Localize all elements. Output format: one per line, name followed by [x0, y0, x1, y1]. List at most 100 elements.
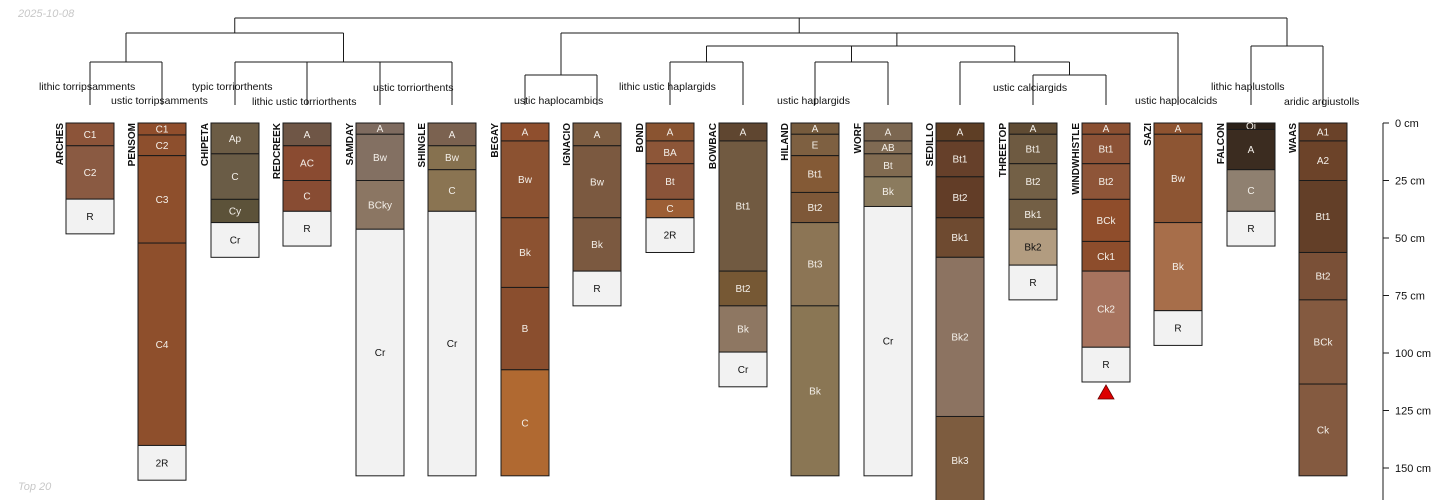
horizon-block [1226, 169, 1276, 212]
taxon-group-label: typic torriorthents [192, 81, 273, 93]
taxon-group-label: lithic torripsamments [39, 81, 135, 93]
horizon-label: 2R [156, 458, 169, 469]
horizon-block [1153, 222, 1203, 312]
soil-profile: A Bt1 Bt2 BCk Ck1 Ck2 R WINDWHISTLE [1071, 122, 1131, 383]
horizon-label: A [812, 124, 819, 135]
horizon-label: A [304, 130, 311, 141]
soil-profile: A Bt1 Bt2 Bk1 Bk2 R THREETOP [998, 122, 1058, 301]
horizon-label: A [1175, 124, 1182, 135]
horizon-label: R [1247, 224, 1254, 235]
profile-id-label: THREETOP [998, 123, 1009, 178]
horizon-block [210, 222, 260, 258]
horizon-block [65, 145, 115, 200]
date-stamp: 2025-10-08 [18, 8, 75, 20]
horizon-label: Cy [229, 206, 241, 217]
horizon-block [355, 228, 405, 477]
horizon-label: Bw [1171, 174, 1186, 185]
horizon-block [1081, 133, 1131, 165]
horizon-block [137, 242, 187, 446]
horizon-block [572, 270, 622, 307]
horizon-label: R [593, 284, 600, 295]
taxon-group-label: ustic haplocalcids [1135, 95, 1217, 107]
taxon-group-label: ustic haplocambids [514, 95, 603, 107]
horizon-label: Bt1 [807, 170, 822, 181]
horizon-label: A [377, 124, 384, 135]
truncation-marker [1097, 384, 1115, 400]
horizon-block [1298, 140, 1348, 182]
horizon-block [790, 191, 840, 224]
horizon-block [355, 180, 405, 230]
profile-id-label: BEGAY [490, 123, 501, 158]
taxon-group-label: lithic haplustolls [1211, 81, 1285, 93]
horizon-label: BCk [1097, 216, 1117, 227]
horizon-block [137, 444, 187, 481]
horizon-label: Bt [665, 177, 675, 188]
soil-profile: A Bw C Cr SHINGLE [417, 122, 477, 477]
soil-profile: Ap C Cy Cr CHIPETA [200, 122, 260, 258]
horizon-block [282, 210, 332, 247]
horizon-label: Bk [809, 386, 822, 397]
horizon-label: Bw [590, 177, 605, 188]
profile-id-label: CHIPETA [200, 123, 211, 166]
horizon-label: Bk [591, 240, 604, 251]
horizon-label: BCky [368, 200, 392, 211]
profile-id-label: WORF [853, 123, 864, 154]
horizon-label: Bk [1172, 262, 1185, 273]
horizon-label: Bt1 [1025, 144, 1040, 155]
horizon-block [500, 217, 550, 288]
profile-id-label: REDCREEK [272, 122, 283, 179]
horizon-label: Bt2 [1098, 177, 1113, 188]
taxon-group-label: lithic ustic haplargids [619, 81, 716, 93]
horizon-block [500, 369, 550, 477]
horizon-label: Bt2 [807, 203, 822, 214]
horizon-block [718, 305, 768, 353]
horizon-block [1081, 346, 1131, 383]
horizon-label: Cr [738, 365, 749, 376]
horizon-label: Bt2 [952, 193, 967, 204]
horizon-label: Bk2 [951, 332, 969, 343]
horizon-label: C [521, 418, 528, 429]
horizon-label: Bk3 [951, 456, 969, 467]
horizon-label: R [1029, 278, 1036, 289]
taxon-group-label: ustic torripsamments [111, 95, 208, 107]
horizon-label: B [522, 324, 529, 335]
horizon-block [935, 415, 985, 500]
soil-profile: Oi A C R FALCON [1216, 122, 1276, 247]
horizon-label: R [1174, 324, 1181, 335]
axis-tick-label: 100 cm [1395, 348, 1431, 360]
horizon-block [210, 122, 260, 155]
horizon-block [863, 176, 913, 207]
horizon-label: C [448, 186, 455, 197]
profile-id-label: SHINGLE [417, 123, 428, 168]
horizon-block [1081, 270, 1131, 348]
horizon-label: BCk [1314, 337, 1334, 348]
horizon-label: A [1103, 124, 1110, 135]
horizon-label: A [1248, 145, 1255, 156]
horizon-label: Ck [1317, 425, 1330, 436]
horizon-block [1081, 240, 1131, 272]
soil-profile: C1 C2 R ARCHES [55, 122, 115, 235]
profile-id-label: BOND [635, 123, 646, 152]
horizon-label: Oi [1246, 122, 1256, 133]
horizon-block [355, 133, 405, 182]
soil-profile: A AC C R REDCREEK [272, 122, 332, 247]
profile-id-label: WINDWHISTLE [1071, 123, 1082, 195]
horizon-label: Bt1 [735, 202, 750, 213]
horizon-label: Bk2 [1024, 243, 1042, 254]
profile-id-label: ARCHES [55, 123, 66, 166]
horizon-label: C [666, 204, 673, 215]
horizon-block [427, 169, 477, 212]
soil-profile: A Bt1 Bt2 Bk Cr BOWBAC [708, 122, 768, 388]
taxon-group-label: aridic argiustolls [1284, 96, 1359, 108]
horizon-label: Ck2 [1097, 305, 1115, 316]
horizon-block [790, 305, 840, 477]
horizon-block [572, 217, 622, 272]
horizon-label: A [740, 127, 747, 138]
horizon-block [427, 210, 477, 477]
horizon-block [500, 140, 550, 219]
horizon-label: A [667, 127, 674, 138]
horizon-label: Cr [883, 337, 894, 348]
horizon-label: Bt2 [735, 284, 750, 295]
profile-id-label: HILAND [780, 123, 791, 161]
horizon-block [65, 198, 115, 235]
